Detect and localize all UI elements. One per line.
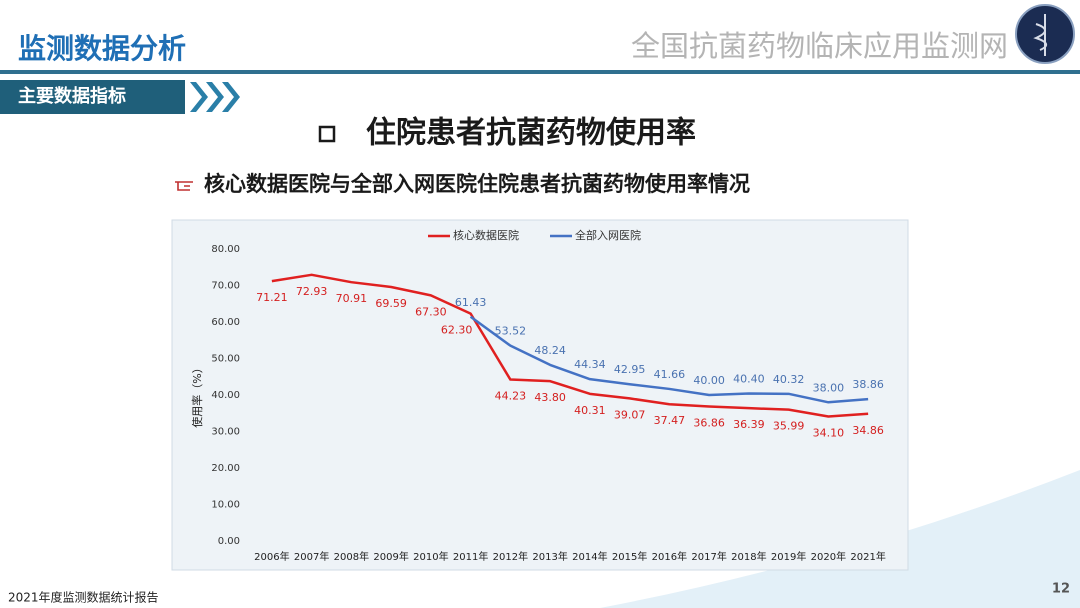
data-label: 71.21	[256, 291, 288, 304]
y-tick-label: 80.00	[211, 244, 240, 255]
y-tick-label: 20.00	[211, 463, 240, 474]
data-label: 41.66	[654, 368, 686, 381]
data-label: 38.86	[852, 378, 884, 391]
x-tick-label: 2008年	[334, 550, 369, 563]
data-label: 40.32	[773, 373, 805, 386]
data-label: 44.34	[574, 358, 606, 371]
y-axis-label: 使用率（%）	[190, 362, 204, 427]
data-label: 43.80	[534, 391, 566, 404]
data-label: 36.86	[693, 416, 725, 429]
y-tick-label: 0.00	[218, 536, 240, 547]
data-label: 70.91	[336, 292, 368, 305]
section-banner	[0, 80, 185, 114]
data-label: 67.30	[415, 305, 447, 318]
x-tick-label: 2015年	[612, 550, 647, 563]
x-tick-label: 2019年	[771, 550, 806, 563]
x-tick-label: 2017年	[691, 550, 726, 563]
data-label: 69.59	[375, 297, 407, 310]
footer-report: 2021年度监测数据统计报告	[8, 590, 159, 605]
series-line	[271, 273, 869, 418]
y-tick-label: 30.00	[211, 427, 240, 438]
x-tick-label: 2014年	[572, 550, 607, 563]
data-label: 40.31	[574, 404, 606, 417]
x-tick-label: 2020年	[811, 550, 846, 563]
data-label: 34.10	[813, 427, 845, 440]
data-label: 42.95	[614, 363, 646, 376]
data-label: 40.00	[693, 374, 725, 387]
page-number: 12	[1052, 582, 1070, 597]
header-rule	[0, 70, 1080, 74]
y-tick-label: 10.00	[211, 500, 240, 511]
x-tick-label: 2010年	[413, 550, 448, 563]
data-label: 35.99	[773, 420, 805, 433]
y-tick-label: 60.00	[211, 317, 240, 328]
chevrons	[190, 82, 240, 112]
data-label: 61.43	[455, 296, 487, 309]
data-label: 44.23	[495, 390, 527, 403]
x-tick-label: 2013年	[532, 550, 567, 563]
legend-label: 全部入网医院	[575, 228, 641, 242]
y-tick-label: 70.00	[211, 281, 240, 292]
data-label: 38.00	[813, 381, 845, 394]
data-label: 62.30	[441, 324, 473, 337]
heading-bullet	[318, 125, 336, 143]
data-label: 36.39	[733, 418, 765, 431]
x-tick-label: 2018年	[731, 550, 766, 563]
header-title: 监测数据分析	[18, 32, 186, 65]
x-tick-label: 2007年	[294, 550, 329, 563]
logo-emblem	[1033, 14, 1047, 56]
x-tick-label: 2011年	[453, 550, 488, 563]
data-label: 34.86	[852, 424, 884, 437]
x-tick-label: 2021年	[850, 550, 885, 563]
data-label: 48.24	[534, 344, 566, 357]
x-tick-label: 2012年	[493, 550, 528, 563]
data-label: 53.52	[495, 325, 527, 338]
x-tick-label: 2016年	[652, 550, 687, 563]
site-name: 全国抗菌药物临床应用监测网	[631, 29, 1008, 63]
subheading: 核心数据医院与全部入网医院住院患者抗菌药物使用率情况	[204, 172, 750, 196]
data-label: 72.93	[296, 285, 328, 298]
heading: 住院患者抗菌药物使用率	[366, 116, 696, 151]
data-label: 37.47	[654, 414, 686, 427]
swoosh	[600, 470, 1080, 608]
series-line	[469, 315, 869, 404]
y-tick-label: 50.00	[211, 354, 240, 365]
y-tick-label: 40.00	[211, 390, 240, 401]
data-label: 39.07	[614, 408, 646, 421]
x-tick-label: 2009年	[373, 550, 408, 563]
section-title: 主要数据指标	[18, 85, 126, 107]
data-label: 40.40	[733, 373, 765, 386]
x-tick-label: 2006年	[254, 550, 289, 563]
hand-bullet	[175, 181, 193, 191]
legend-label: 核心数据医院	[453, 228, 519, 242]
